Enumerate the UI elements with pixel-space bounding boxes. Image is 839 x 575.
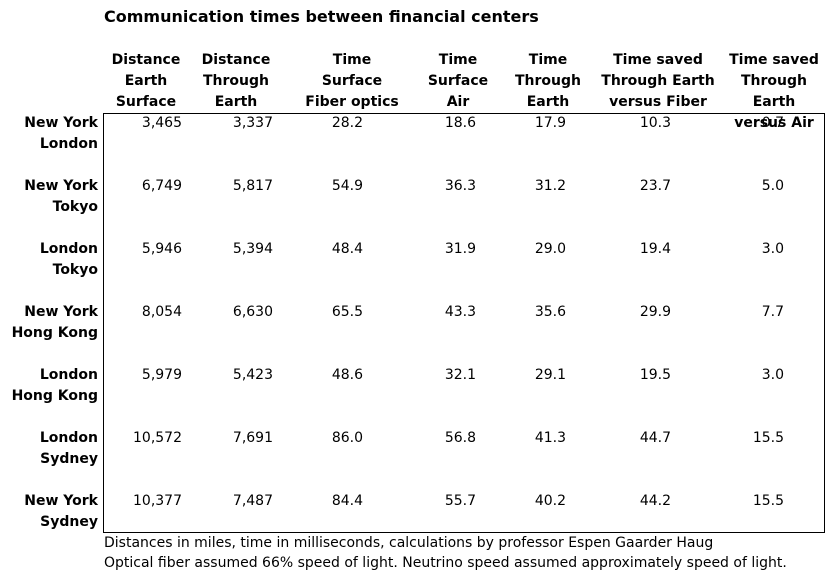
row-label: London Hong Kong (11, 367, 98, 404)
table-cell: 5.0 (761, 178, 784, 194)
table-cell: 54.9 (331, 178, 363, 194)
table-cell: 41.3 (534, 430, 566, 446)
table-cell: 15.5 (752, 493, 784, 509)
table-cell: 23.7 (639, 178, 671, 194)
table-cell: 29.1 (534, 367, 566, 383)
footnote-line-1: Distances in miles, time in milliseconds… (104, 535, 714, 551)
row-label: New York Sydney (24, 493, 98, 530)
table-cell: 5,423 (232, 367, 273, 383)
row-label: New York London (24, 115, 98, 152)
table-cell: 18.6 (444, 115, 476, 131)
table-cell: 29.9 (639, 304, 671, 320)
table-cell: 7.7 (761, 304, 784, 320)
table-cell: 19.4 (639, 241, 671, 257)
table-cell: 43.3 (444, 304, 476, 320)
table-cell: 48.4 (331, 241, 363, 257)
table-cell: 5,817 (232, 178, 273, 194)
table-cell: 6,630 (232, 304, 273, 320)
column-header: Time Surface Fiber optics (305, 52, 399, 110)
table-frame (103, 113, 825, 533)
column-header: Time Through Earth (515, 52, 581, 110)
table-cell: 7,487 (232, 493, 273, 509)
table-cell: 3.0 (761, 367, 784, 383)
table-cell: 55.7 (444, 493, 476, 509)
table-cell: 31.9 (444, 241, 476, 257)
table-cell: 48.6 (331, 367, 363, 383)
column-header: Distance Earth Surface (111, 52, 181, 110)
table-cell: 32.1 (444, 367, 476, 383)
table-cell: 44.2 (639, 493, 671, 509)
table-cell: 6,749 (141, 178, 182, 194)
table-cell: 3.0 (761, 241, 784, 257)
table-cell: 36.3 (444, 178, 476, 194)
table-cell: 8,054 (141, 304, 182, 320)
table-cell: 28.2 (331, 115, 363, 131)
table-cell: 84.4 (331, 493, 363, 509)
column-header: Time saved Through Earth versus Fiber (601, 52, 715, 110)
table-cell: 0.7 (761, 115, 784, 131)
table-cell: 17.9 (534, 115, 566, 131)
table-cell: 10,377 (133, 493, 182, 509)
table-cell: 3,337 (232, 115, 273, 131)
table-cell: 40.2 (534, 493, 566, 509)
table-cell: 3,465 (141, 115, 182, 131)
table-cell: 56.8 (444, 430, 476, 446)
table-cell: 29.0 (534, 241, 566, 257)
column-header: Time Surface Air (427, 52, 489, 110)
table-cell: 7,691 (232, 430, 273, 446)
row-label: London Sydney (39, 430, 98, 467)
table-cell: 65.5 (331, 304, 363, 320)
table-cell: 86.0 (331, 430, 363, 446)
page-title: Communication times between financial ce… (104, 7, 539, 26)
table-cell: 5,979 (141, 367, 182, 383)
table-cell: 44.7 (639, 430, 671, 446)
table-cell: 19.5 (639, 367, 671, 383)
table-cell: 5,946 (141, 241, 182, 257)
row-label: London Tokyo (39, 241, 98, 278)
row-label: New York Hong Kong (11, 304, 98, 341)
table-cell: 10,572 (133, 430, 182, 446)
column-header: Time saved Through Earth versus Air (729, 52, 819, 131)
column-header: Distance Through Earth (201, 52, 271, 110)
row-label: New York Tokyo (24, 178, 98, 215)
table-cell: 10.3 (639, 115, 671, 131)
table-cell: 31.2 (534, 178, 566, 194)
table-cell: 15.5 (752, 430, 784, 446)
table-cell: 35.6 (534, 304, 566, 320)
table-cell: 5,394 (232, 241, 273, 257)
footnote-line-2: Optical fiber assumed 66% speed of light… (104, 555, 787, 571)
